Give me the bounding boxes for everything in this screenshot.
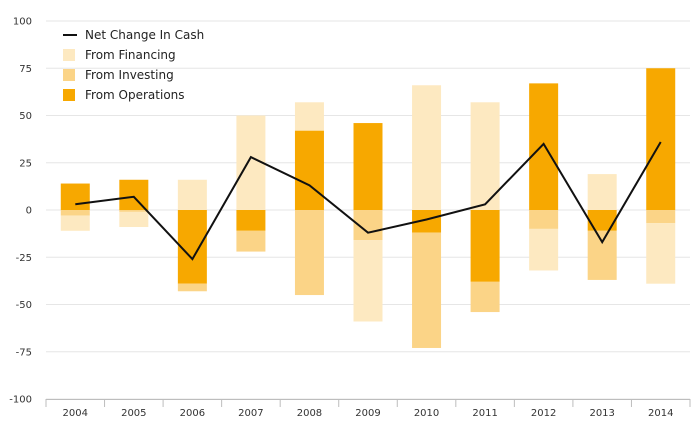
bar-from-investing-2013 [587,230,617,280]
y-tick-label: -100 [9,395,32,406]
legend: Net Change In Cash From Financing From Inv… [63,28,204,102]
bar-from-financing-2011 [470,102,500,210]
x-tick-label: 2011 [472,408,497,419]
y-tick-label: 75 [19,64,32,75]
x-tick-label: 2005 [121,408,146,419]
bar-from-operations-2011 [470,210,500,282]
y-tick-label: -50 [16,300,32,311]
x-axis: 2004 2005 2006 2007 2008 2009 2010 2011 2012 2013… [45,399,691,419]
y-tick-label: -75 [16,347,32,358]
bar-from-investing-2010 [412,232,442,348]
bar-from-operations-2010 [412,210,442,233]
legend-label: From Financing [85,48,176,62]
y-tick-label: 0 [26,206,32,217]
legend-swatch [63,89,75,101]
bar-from-investing-2006 [177,283,207,292]
legend-label: From Investing [85,68,174,82]
bar-from-operations-2013 [587,210,617,231]
net-change-line-layer [75,141,662,261]
bar-from-operations-2012 [529,83,559,210]
bar-from-financing-2006 [177,179,207,210]
bar-from-investing-2014 [646,210,676,224]
bar-from-financing-2010 [412,85,442,210]
legend-swatch [63,69,75,81]
y-axis-ticks: 100 75 50 25 0 -25 -50 -75 -100 [9,17,32,406]
legend-label: Net Change In Cash [85,28,204,42]
y-tick-label: 100 [13,17,32,28]
bar-from-operations-2004 [60,183,90,210]
bar-from-investing-2005 [119,210,149,212]
legend-label: From Operations [85,88,185,102]
net-change-line [75,141,662,261]
bar-from-financing-2005 [119,211,149,228]
x-tick-label: 2010 [414,408,439,419]
bars [60,68,676,348]
bar-from-investing-2004 [60,210,90,216]
bar-from-financing-2014 [646,223,676,284]
legend-swatch [63,49,75,61]
bar-from-financing-2008 [294,102,324,131]
x-tick-label: 2012 [531,408,556,419]
y-tick-label: 25 [19,158,32,169]
bar-from-investing-2011 [470,281,500,313]
y-tick-label: -25 [16,253,32,264]
bar-from-operations-2006 [177,210,207,284]
x-tick-label: 2006 [180,408,205,419]
bar-from-financing-2004 [60,215,90,231]
x-tick-label: 2013 [589,408,614,419]
bar-from-operations-2009 [353,123,383,210]
x-tick-label: 2004 [63,408,88,419]
x-tick-label: 2007 [238,408,263,419]
bar-from-investing-2007 [236,230,266,252]
bar-from-operations-2005 [119,179,149,210]
bar-from-investing-2012 [529,210,559,229]
bar-from-operations-2008 [294,130,324,210]
y-tick-label: 50 [19,111,32,122]
x-tick-label: 2008 [297,408,322,419]
bar-from-financing-2012 [529,228,559,271]
bar-from-financing-2013 [587,174,617,210]
x-tick-label: 2014 [648,408,673,419]
bar-from-operations-2014 [646,68,676,210]
x-tick-label: 2009 [355,408,380,419]
bar-from-financing-2009 [353,240,383,322]
bar-from-operations-2007 [236,210,266,231]
bar-from-investing-2008 [294,210,324,296]
